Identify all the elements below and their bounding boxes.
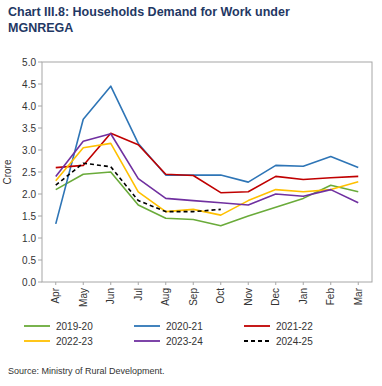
plot-frame	[42, 62, 372, 282]
x-tick	[303, 282, 304, 285]
legend-swatch	[134, 340, 160, 342]
chart: Chart III.8: Households Demand for Work …	[0, 0, 382, 386]
legend-swatch	[134, 325, 160, 327]
legend-swatch	[244, 325, 270, 327]
source: Source: Ministry of Rural Development.	[8, 366, 165, 376]
y-tick-label: 1.5	[22, 211, 36, 222]
x-tick-label: Apr	[50, 287, 61, 303]
y-tick	[38, 172, 42, 173]
legend-swatch	[244, 340, 270, 342]
x-tick-label: Sep	[188, 288, 199, 306]
x-tick-label: Nov	[243, 288, 254, 306]
legend-label: 2019-20	[56, 321, 93, 332]
x-tick-label: Dec	[270, 288, 281, 306]
x-tick	[330, 282, 331, 285]
x-tick	[248, 282, 249, 285]
y-tick	[38, 106, 42, 107]
y-tick	[38, 216, 42, 217]
series-line	[56, 133, 359, 192]
y-tick-label: 2.0	[22, 189, 36, 200]
series-line	[56, 143, 359, 215]
title-line: MGNREGA	[8, 21, 73, 35]
x-tick	[55, 282, 56, 285]
x-tick-label: Feb	[325, 288, 336, 306]
x-tick-label: Mar	[353, 287, 364, 305]
x-tick	[193, 282, 194, 285]
title: Chart III.8: Households Demand for Work …	[8, 5, 290, 35]
x-tick	[110, 282, 111, 285]
x-tick	[138, 282, 139, 285]
y-tick-label: 5.0	[22, 57, 36, 68]
x-tick	[165, 282, 166, 285]
y-tick	[38, 260, 42, 261]
y-tick	[38, 62, 42, 63]
background	[0, 0, 382, 386]
legend-swatch	[24, 325, 50, 327]
x-tick-label: Oct	[215, 288, 226, 304]
y-tick-label: 3.0	[22, 145, 36, 156]
x-tick	[358, 282, 359, 285]
x-tick-label: Jan	[298, 288, 309, 304]
legend-label: 2021-22	[276, 321, 313, 332]
legend-label: 2023-24	[166, 336, 203, 347]
y-tick-label: 0.5	[22, 255, 36, 266]
y-tick	[38, 282, 42, 283]
series-line	[56, 134, 359, 205]
y-axis-label: Crore	[2, 159, 13, 184]
y-tick-label: 1.0	[22, 233, 36, 244]
y-tick-label: 4.5	[22, 79, 36, 90]
x-tick	[220, 282, 221, 285]
x-tick-label: Jun	[105, 288, 116, 304]
y-tick	[38, 150, 42, 151]
title-line: Chart III.8: Households Demand for Work …	[8, 5, 290, 19]
x-tick	[83, 282, 84, 285]
legend-label: 2022-23	[56, 336, 93, 347]
series-line	[56, 163, 221, 211]
lines	[56, 86, 359, 225]
x-tick-label: May	[78, 288, 89, 307]
y-tick	[38, 128, 42, 129]
legend-swatch	[24, 340, 50, 342]
y-tick-label: 2.5	[22, 167, 36, 178]
legend-label: 2020-21	[166, 321, 203, 332]
x-tick	[275, 282, 276, 285]
legend-label: 2024-25	[276, 336, 313, 347]
y-tick	[38, 84, 42, 85]
x-tick-label: Aug	[160, 288, 171, 306]
series-line	[56, 86, 359, 224]
y-tick	[38, 238, 42, 239]
series-line	[56, 172, 359, 226]
y-tick-label: 3.5	[22, 123, 36, 134]
x-tick-label: Jul	[133, 288, 144, 301]
y-tick-label: 4.0	[22, 101, 36, 112]
y-tick	[38, 194, 42, 195]
y-tick-label: 0.0	[22, 277, 36, 288]
